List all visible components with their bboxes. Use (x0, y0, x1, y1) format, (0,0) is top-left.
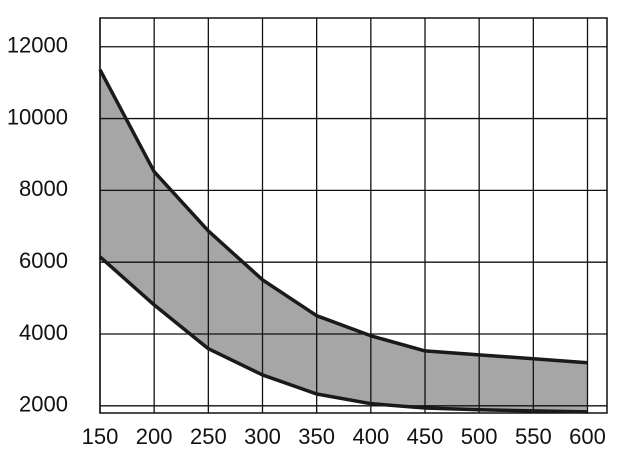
x-tick-label: 200 (136, 424, 173, 449)
x-tick-label: 350 (298, 424, 335, 449)
x-tick-label: 300 (244, 424, 281, 449)
y-tick-label: 2000 (19, 392, 68, 417)
x-tick-label: 500 (461, 424, 498, 449)
band-edge-line (98, 68, 588, 365)
x-tick-label: 250 (190, 424, 227, 449)
x-tick-label: 400 (352, 424, 389, 449)
plot-frame (99, 17, 608, 414)
band-area (100, 69, 588, 412)
x-tick-label: 450 (407, 424, 444, 449)
x-tick-label: 150 (82, 424, 119, 449)
x-tick-label: 550 (515, 424, 552, 449)
y-tick-label: 12000 (7, 33, 68, 58)
band-edge-line (98, 255, 588, 414)
x-tick-label: 600 (569, 424, 606, 449)
y-tick-label: 8000 (19, 176, 68, 201)
y-tick-label: 6000 (19, 248, 68, 273)
y-tick-label: 10000 (7, 104, 68, 129)
y-tick-label: 4000 (19, 320, 68, 345)
